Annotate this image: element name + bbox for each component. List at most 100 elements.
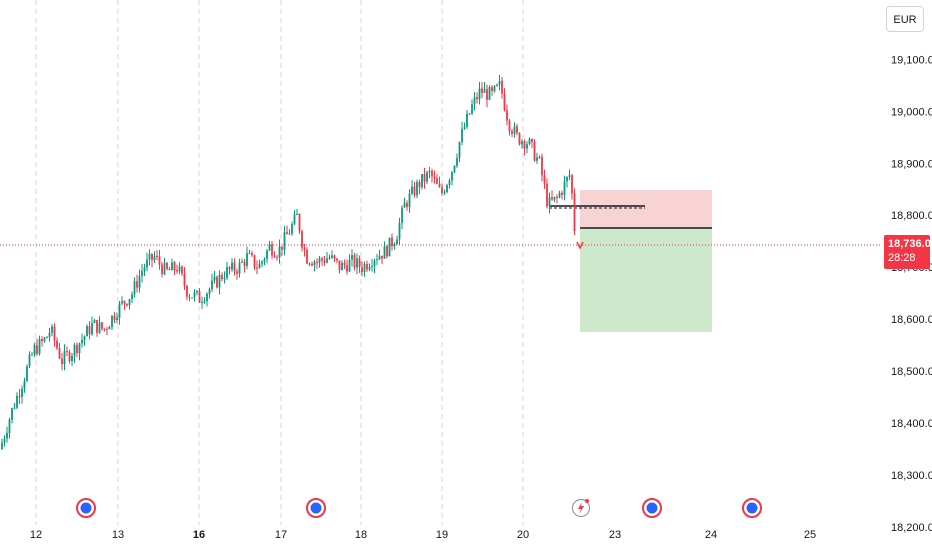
candle-body xyxy=(266,250,268,260)
candle-body xyxy=(391,237,393,247)
economic-event-icon-inner xyxy=(310,502,322,514)
candle-body xyxy=(351,255,353,260)
candle-body xyxy=(473,97,476,105)
y-tick-label: 19,000.0 xyxy=(891,106,932,118)
reward-zone xyxy=(580,228,712,332)
candle-body xyxy=(378,255,381,260)
candle-body xyxy=(493,85,496,91)
candle-body xyxy=(181,266,183,274)
candle-body xyxy=(513,126,516,134)
candle-body xyxy=(481,88,483,93)
candle-body xyxy=(13,407,16,409)
risk-zone xyxy=(580,190,712,228)
candle-body xyxy=(88,326,91,335)
candle-body xyxy=(198,290,201,303)
candle-body xyxy=(428,170,431,173)
candle-body xyxy=(483,89,486,93)
candle-body xyxy=(63,350,66,365)
current-price-value: 18,736.0 xyxy=(888,238,931,250)
candle-body xyxy=(36,345,38,354)
candle-body xyxy=(28,354,31,367)
candle-body xyxy=(561,192,563,195)
candle-body xyxy=(398,222,401,240)
candle-body xyxy=(523,141,526,149)
candle-body xyxy=(518,133,521,145)
candle-body xyxy=(321,258,323,261)
candle-body xyxy=(203,301,206,303)
x-tick-label: 13 xyxy=(112,529,124,541)
candle-body xyxy=(331,255,333,258)
candle-body xyxy=(376,259,378,261)
x-tick-label: 18 xyxy=(355,529,367,541)
candle-body xyxy=(406,202,408,208)
candle-body xyxy=(46,336,48,338)
candle-body xyxy=(138,276,141,288)
down-arrow-icon xyxy=(576,241,584,250)
candle-body xyxy=(316,261,318,263)
candle-body xyxy=(413,186,416,196)
candle-body xyxy=(423,173,426,182)
candle-body xyxy=(308,263,311,265)
candle-body xyxy=(11,408,13,420)
candle-body xyxy=(58,348,61,359)
candle-body xyxy=(498,80,501,85)
candle-body xyxy=(106,328,108,330)
vertical-gridlines xyxy=(35,0,524,525)
candle-body xyxy=(551,197,553,200)
candle-body xyxy=(16,395,18,408)
notification-dot-icon xyxy=(585,499,589,503)
candle-body xyxy=(113,315,116,321)
candle-body xyxy=(348,259,351,272)
y-axis: 19,100.019,000.018,900.018,800.018,700.0… xyxy=(891,54,932,534)
x-tick-label: 23 xyxy=(609,529,621,541)
candle-body xyxy=(438,183,441,187)
candle-body xyxy=(533,142,536,161)
candle-body xyxy=(451,171,453,181)
candle-body xyxy=(236,271,238,274)
candle-body xyxy=(563,181,566,195)
currency-button[interactable]: EUR xyxy=(886,6,924,32)
candle-body xyxy=(401,207,403,223)
candle-body xyxy=(491,87,493,91)
candle-body xyxy=(488,87,491,100)
candle-body xyxy=(248,253,251,255)
candle-body xyxy=(386,246,388,257)
candle-body xyxy=(166,262,168,270)
candle-body xyxy=(353,255,356,268)
candle-body xyxy=(341,262,343,271)
x-tick-label: 16 xyxy=(193,529,205,541)
candle-body xyxy=(148,253,151,260)
candle-body xyxy=(281,246,283,250)
candle-body xyxy=(136,281,138,288)
candle-body xyxy=(191,297,193,299)
candle-body xyxy=(336,258,338,261)
candle-body xyxy=(326,258,328,263)
candle-body xyxy=(453,165,456,172)
candle-body xyxy=(366,263,368,270)
candle-body xyxy=(556,196,558,198)
candle-body xyxy=(268,244,271,251)
candle-body xyxy=(296,214,298,216)
candle-body xyxy=(478,88,481,100)
candle-body xyxy=(571,175,573,194)
candle-body xyxy=(328,257,331,259)
candle-body xyxy=(381,255,383,259)
candle-body xyxy=(103,328,106,330)
candle-body xyxy=(436,178,438,184)
candle-body xyxy=(156,256,158,258)
candle-body xyxy=(303,247,306,250)
candle-body xyxy=(521,141,523,145)
candle-body xyxy=(121,300,123,304)
candle-body xyxy=(108,327,111,330)
candle-body xyxy=(251,253,253,256)
candle-body xyxy=(291,224,293,234)
candle-body xyxy=(208,289,211,294)
candle-body xyxy=(253,255,256,268)
candle-body xyxy=(418,181,421,188)
candle-body xyxy=(273,255,276,258)
candle-body xyxy=(66,350,68,353)
candle-body xyxy=(363,263,366,273)
candle-body xyxy=(68,352,71,362)
candle-body xyxy=(178,266,181,272)
